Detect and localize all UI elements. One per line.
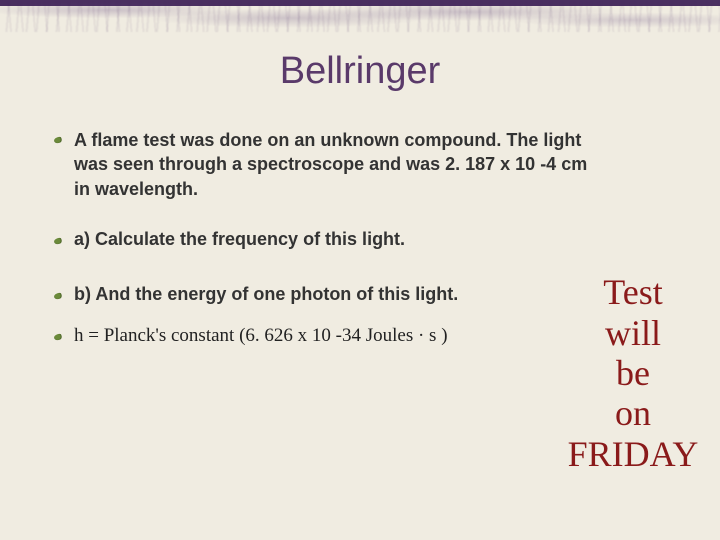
question-a-text: a) Calculate the frequency of this light… — [74, 229, 700, 250]
slide: Bellringer A flame test was done on an u… — [0, 0, 720, 540]
intro-text: A flame test was done on an unknown comp… — [74, 128, 594, 201]
callout-line-4: on — [548, 393, 718, 433]
callout-line-1: Test — [548, 272, 718, 312]
slide-title: Bellringer — [0, 50, 720, 93]
top-decorative-strip — [0, 0, 720, 34]
callout-line-2: will — [548, 313, 718, 353]
test-announcement: Test will be on FRIDAY — [548, 272, 718, 474]
bullet-question-a: a) Calculate the frequency of this light… — [54, 229, 700, 250]
callout-line-5: FRIDAY — [548, 434, 718, 474]
bullet-intro: A flame test was done on an unknown comp… — [54, 128, 700, 201]
scribble-accent — [0, 2, 720, 32]
callout-line-3: be — [548, 353, 718, 393]
